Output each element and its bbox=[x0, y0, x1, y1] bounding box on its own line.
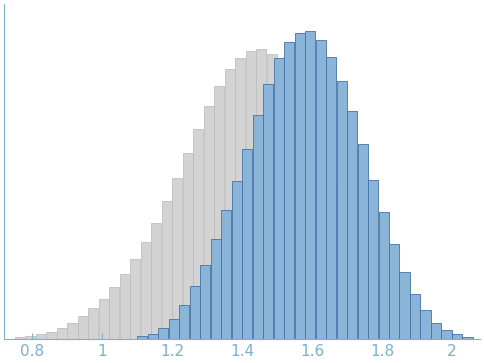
Bar bbox=[99, 299, 109, 339]
Bar bbox=[340, 209, 350, 339]
Bar bbox=[358, 144, 368, 339]
Bar bbox=[120, 274, 130, 339]
Bar bbox=[245, 51, 256, 339]
Bar bbox=[361, 261, 371, 339]
Bar bbox=[109, 287, 120, 339]
Bar bbox=[168, 319, 179, 339]
Bar bbox=[172, 178, 182, 339]
Bar bbox=[295, 33, 305, 339]
Bar bbox=[287, 78, 298, 339]
Bar bbox=[284, 42, 294, 339]
Bar bbox=[182, 154, 193, 339]
Bar bbox=[78, 316, 88, 339]
Bar bbox=[372, 282, 382, 339]
Bar bbox=[305, 31, 316, 339]
Bar bbox=[452, 334, 462, 339]
Bar bbox=[193, 129, 203, 339]
Bar bbox=[200, 265, 211, 339]
Bar bbox=[158, 328, 168, 339]
Bar bbox=[413, 330, 424, 339]
Bar bbox=[179, 305, 189, 339]
Bar bbox=[88, 308, 99, 339]
Bar bbox=[15, 337, 25, 339]
Bar bbox=[336, 81, 347, 339]
Bar bbox=[256, 49, 266, 339]
Bar bbox=[141, 242, 151, 339]
Bar bbox=[368, 180, 378, 339]
Bar bbox=[435, 337, 445, 339]
Bar bbox=[326, 57, 336, 339]
Bar bbox=[130, 259, 140, 339]
Bar bbox=[151, 223, 162, 339]
Bar bbox=[232, 181, 242, 339]
Bar bbox=[137, 336, 148, 339]
Bar bbox=[36, 334, 46, 339]
Bar bbox=[399, 272, 410, 339]
Bar bbox=[389, 244, 399, 339]
Bar bbox=[148, 334, 158, 339]
Bar bbox=[462, 337, 473, 339]
Bar bbox=[378, 212, 389, 339]
Bar bbox=[350, 237, 361, 339]
Bar bbox=[190, 286, 200, 339]
Bar bbox=[421, 310, 431, 339]
Bar bbox=[57, 328, 67, 339]
Bar bbox=[347, 111, 357, 339]
Bar bbox=[445, 338, 455, 339]
Bar bbox=[277, 63, 287, 339]
Bar bbox=[316, 40, 326, 339]
Bar bbox=[214, 86, 225, 339]
Bar bbox=[431, 323, 441, 339]
Bar bbox=[393, 313, 403, 339]
Bar bbox=[441, 330, 452, 339]
Bar bbox=[309, 124, 319, 339]
Bar bbox=[225, 69, 235, 339]
Bar bbox=[162, 201, 172, 339]
Bar bbox=[221, 211, 231, 339]
Bar bbox=[67, 323, 77, 339]
Bar bbox=[253, 115, 263, 339]
Bar bbox=[263, 84, 273, 339]
Bar bbox=[410, 294, 420, 339]
Bar bbox=[204, 106, 214, 339]
Bar bbox=[273, 58, 284, 339]
Bar bbox=[211, 240, 221, 339]
Bar bbox=[424, 334, 434, 339]
Bar bbox=[298, 99, 308, 339]
Bar bbox=[330, 181, 340, 339]
Bar bbox=[403, 323, 413, 339]
Bar bbox=[46, 332, 57, 339]
Bar bbox=[382, 299, 393, 339]
Bar bbox=[267, 54, 277, 339]
Bar bbox=[25, 336, 35, 339]
Bar bbox=[235, 58, 245, 339]
Bar bbox=[242, 149, 252, 339]
Bar bbox=[319, 151, 329, 339]
